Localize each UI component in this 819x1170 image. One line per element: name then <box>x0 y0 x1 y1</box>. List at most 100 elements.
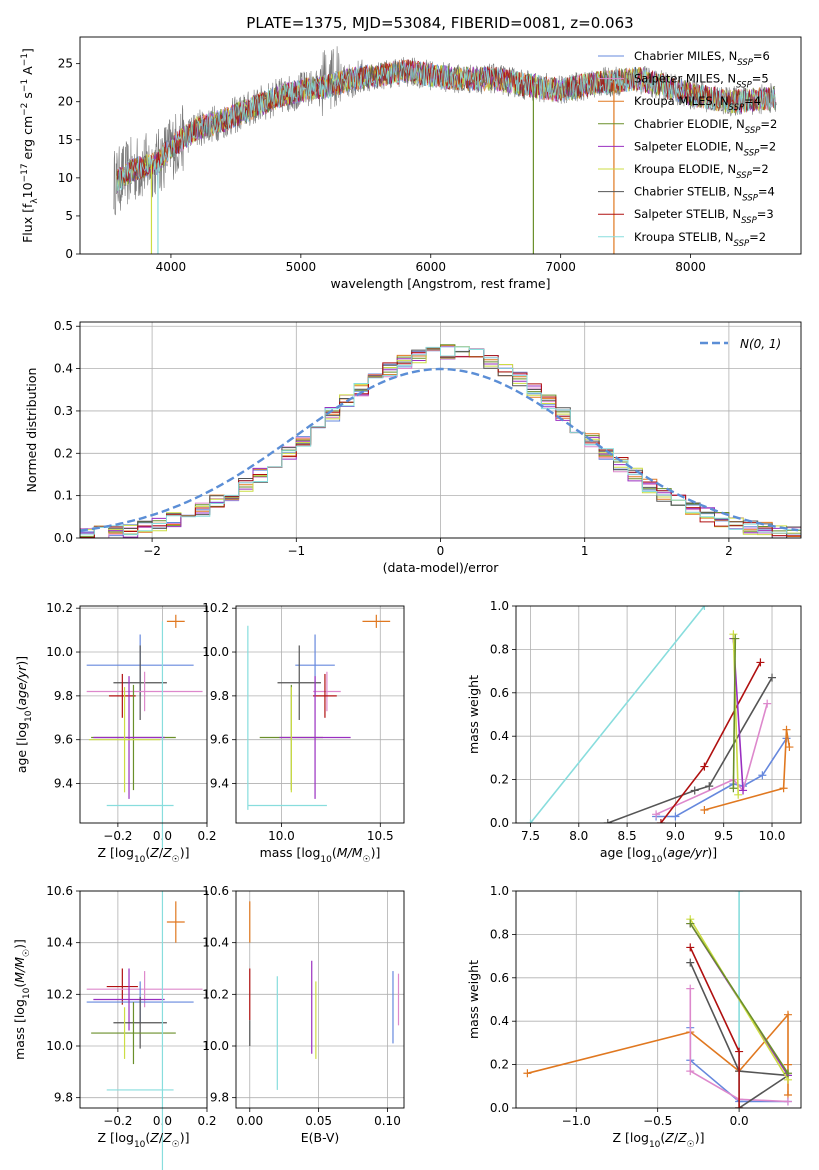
series-marker <box>729 784 738 793</box>
y-tick-label: 9.4 <box>54 777 73 791</box>
x-axis-label-part: mass [log <box>260 845 321 860</box>
series-marker <box>783 1060 792 1069</box>
series-marker <box>783 1097 792 1106</box>
y-tick-label: 0.6 <box>490 971 509 985</box>
series-group <box>523 891 792 1108</box>
x-axis-label-part: ( <box>662 845 667 860</box>
y-tick-label: 9.6 <box>54 733 73 747</box>
y-axis-label-part: age/yr <box>14 665 29 706</box>
series-marker <box>779 784 788 793</box>
y-axis-label-part: −1 <box>20 79 30 92</box>
series-marker <box>700 805 709 814</box>
y-axis-label-part: −2 <box>20 103 30 116</box>
x-axis-label-part: wavelength [Angstrom, rest frame] <box>330 276 550 291</box>
series-group <box>526 606 794 823</box>
x-axis-label-part: (data-model)/error <box>383 560 500 575</box>
y-axis-label-part: −1 <box>20 53 30 66</box>
x-axis-label: wavelength [Angstrom, rest frame] <box>330 276 550 291</box>
series-marker <box>763 699 772 708</box>
legend-sub: SSP <box>744 148 760 158</box>
y-tick-label: 10.6 <box>202 884 229 898</box>
y-axis-label-part: M/M <box>12 957 27 983</box>
legend-sub: SSP <box>736 171 752 181</box>
series-marker <box>603 819 612 823</box>
y-tick-label: 10.0 <box>46 1039 73 1053</box>
y-tick-label: 9.8 <box>54 689 73 703</box>
y-axis-label-part: Flux [f <box>20 203 35 243</box>
y-axis-label-part: ] <box>20 48 35 53</box>
legend-sub: SSP <box>737 58 753 68</box>
y-tick-label: 0.3 <box>54 404 73 418</box>
x-axis-label-part: 10 <box>649 1140 661 1150</box>
legend-label: Chabrier STELIB, NSSP=4 <box>634 185 775 204</box>
plot-frame <box>79 36 802 255</box>
x-tick-label: 8000 <box>675 260 706 274</box>
y-axis-label: mass [log10(M/M☉)] <box>12 939 32 1060</box>
x-axis-label-part: Z <box>664 1130 674 1145</box>
series-marker <box>705 782 714 791</box>
y-axis-label-part: 10 <box>24 710 34 722</box>
y-tick-label: 0.0 <box>54 531 73 545</box>
y-axis-label-part: 10 <box>22 987 32 999</box>
x-axis-label-part: age [log <box>600 845 651 860</box>
x-tick-label: −1.0 <box>562 1114 591 1128</box>
y-axis-label-part: ☉ <box>22 949 32 957</box>
y-axis-label: age [log10(age/yr)] <box>14 656 34 773</box>
x-axis-label-part: )] <box>180 1130 190 1145</box>
x-axis-label-part: E(B-V) <box>301 1130 340 1145</box>
plot-frame <box>79 890 208 1109</box>
x-tick-label: 0.0 <box>730 1114 749 1128</box>
y-tick-label: 9.8 <box>210 689 229 703</box>
x-tick-label: 7000 <box>545 260 576 274</box>
series-marker <box>785 743 794 752</box>
y-tick-label: 0.2 <box>490 1058 509 1072</box>
legend-sub: SSP <box>729 103 745 113</box>
legend-label: Kroupa ELODIE, NSSP=2 <box>634 162 769 181</box>
y-tick-label: 0.0 <box>490 1101 509 1115</box>
y-axis-label-part: )] <box>14 656 29 666</box>
series-line <box>607 677 773 823</box>
series-marker <box>700 762 709 771</box>
legend-text: Kroupa STELIB, N <box>634 230 734 244</box>
x-axis-label-part: ( <box>145 1130 150 1145</box>
x-axis-label-part: Z <box>162 845 172 860</box>
x-axis-label-part: / <box>159 845 164 860</box>
x-axis-label-part: ☉ <box>172 1140 180 1150</box>
x-tick-label: 0.2 <box>197 1114 216 1128</box>
legend-text: =6 <box>753 49 770 63</box>
x-axis-label-part: ☉ <box>363 855 371 865</box>
x-axis-label-part: 10 <box>134 855 146 865</box>
legend-text: =4 <box>758 185 775 199</box>
legend-label: N(0, 1) <box>740 337 781 351</box>
series-marker <box>690 786 699 795</box>
y-tick-label: 0.2 <box>490 773 509 787</box>
series-marker <box>739 786 748 795</box>
x-axis-label-part: 10 <box>651 855 663 865</box>
x-tick-label: 10.0 <box>268 829 295 843</box>
legend-label: Salpeter ELODIE, NSSP=2 <box>634 139 776 158</box>
y-axis-label-part: ( <box>14 706 29 711</box>
y-tick-label: 0.4 <box>54 362 73 376</box>
y-tick-label: 10.2 <box>202 601 229 615</box>
y-axis-label-part: mass weight <box>466 675 481 754</box>
legend-label: Salpeter MILES, NSSP=5 <box>634 72 769 91</box>
y-tick-label: 15 <box>58 133 73 147</box>
series-line <box>732 634 739 795</box>
series-line <box>704 729 791 811</box>
x-tick-label: 0.00 <box>236 1114 263 1128</box>
x-axis-label-part: )] <box>695 1130 705 1145</box>
y-tick-label: 1.0 <box>490 599 509 613</box>
x-axis-label-part: ☉ <box>687 1140 695 1150</box>
series-line <box>529 606 706 823</box>
y-tick-label: 25 <box>58 57 73 71</box>
x-tick-label: 10.0 <box>759 829 786 843</box>
legend-text: =5 <box>752 72 769 86</box>
y-tick-label: 0.1 <box>54 489 73 503</box>
legend-label: Salpeter STELIB, NSSP=3 <box>634 207 774 226</box>
x-tick-label: 6000 <box>415 260 446 274</box>
legend-label: Kroupa STELIB, NSSP=2 <box>634 230 766 249</box>
x-axis-label-part: Z [log <box>97 845 133 860</box>
y-axis-label-part: mass weight <box>466 960 481 1039</box>
series-marker <box>526 819 535 823</box>
y-tick-label: 9.4 <box>210 777 229 791</box>
